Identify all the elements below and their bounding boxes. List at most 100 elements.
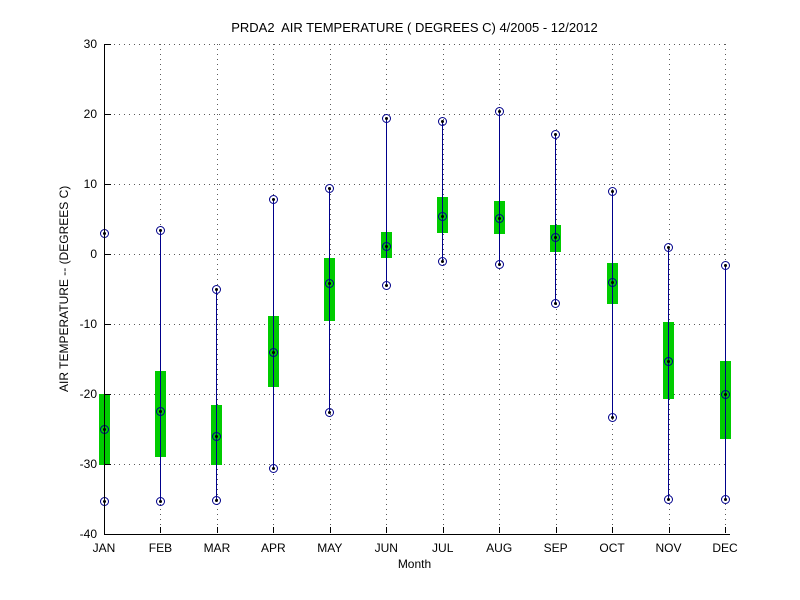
x-tick-label-JAN: JAN: [92, 541, 116, 555]
max-marker-dot-SEP: [554, 132, 558, 136]
x-tick-label-OCT: OCT: [599, 541, 625, 555]
x-tick-label-JUL: JUL: [432, 541, 454, 555]
min-marker-dot-SEP: [554, 301, 558, 305]
y-tick-20: [105, 114, 111, 115]
whisker-SEP: [555, 134, 557, 303]
max-marker-FEB: [155, 226, 165, 236]
min-marker-SEP: [551, 298, 561, 308]
y-tick-10: [105, 184, 111, 185]
max-marker-dot-FEB: [158, 229, 162, 233]
median-marker-dot-DEC: [723, 392, 727, 396]
whisker-OCT: [611, 191, 613, 418]
x-tick-label-MAR: MAR: [203, 541, 231, 555]
median-marker-FEB: [155, 407, 165, 416]
whisker-AUG: [498, 111, 500, 265]
max-marker-dot-OCT: [610, 190, 614, 194]
whisker-JUL: [442, 121, 444, 262]
median-marker-APR: [268, 348, 278, 358]
x-tick-label-SEP: SEP: [543, 541, 568, 555]
min-marker-dot-JUN: [384, 284, 388, 287]
min-marker-JUL: [438, 257, 448, 267]
max-marker-DEC: [720, 260, 730, 270]
y-tick-label--30: -30: [79, 457, 97, 471]
y-tick--20: [105, 394, 111, 395]
y-tick-30: [105, 44, 111, 45]
whisker-FEB: [159, 230, 161, 502]
min-marker-JUN: [381, 281, 391, 290]
max-marker-dot-JUN: [384, 116, 388, 120]
min-marker-MAR: [212, 495, 222, 505]
median-marker-SEP: [551, 233, 561, 243]
median-marker-dot-OCT: [610, 281, 614, 285]
x-tick-DEC: [725, 527, 726, 533]
x-tick-AUG: [499, 527, 501, 533]
x-tick-MAR: [216, 527, 218, 533]
x-tick-JUN: [386, 527, 388, 533]
x-tick-SEP: [555, 527, 557, 533]
x-tick-JUL: [442, 527, 444, 533]
gridline-h-10: [104, 184, 726, 185]
min-marker-AUG: [494, 260, 504, 269]
x-tick-FEB: [160, 527, 162, 533]
y-tick--10: [105, 324, 111, 325]
median-marker-AUG: [494, 213, 504, 223]
x-tick-APR: [273, 527, 275, 533]
y-tick-label-30: 30: [83, 37, 97, 51]
max-marker-NOV: [664, 243, 674, 253]
min-marker-FEB: [155, 496, 165, 506]
max-marker-JUL: [438, 117, 448, 127]
min-marker-dot-OCT: [610, 415, 614, 419]
whisker-MAY: [329, 188, 331, 413]
gridline-v-APR: [273, 44, 275, 534]
min-marker-APR: [268, 464, 278, 474]
y-tick-label-20: 20: [83, 107, 97, 121]
gridline-h-0: [104, 254, 726, 255]
median-marker-MAY: [325, 278, 335, 288]
whisker-APR: [272, 199, 274, 469]
gridline-v-AUG: [499, 44, 501, 534]
gridline-v-SEP: [555, 44, 557, 534]
x-tick-label-MAY: MAY: [317, 541, 343, 555]
chart-title: PRDA2 AIR TEMPERATURE ( DEGREES C) 4/200…: [231, 20, 598, 35]
median-marker-dot-MAY: [328, 281, 332, 285]
gridline-v-FEB: [160, 44, 162, 534]
x-axis-label: Month: [397, 557, 432, 571]
x-tick-NOV: [668, 527, 670, 533]
gridline-h--30: [104, 464, 726, 465]
min-marker-DEC: [720, 495, 730, 505]
max-marker-JUN: [381, 113, 391, 123]
x-axis-line: [104, 534, 730, 535]
max-marker-APR: [268, 194, 278, 204]
median-marker-OCT: [607, 278, 617, 288]
gridline-h-30: [104, 44, 726, 45]
max-marker-AUG: [494, 107, 504, 117]
gridline-v-JUL: [442, 44, 444, 534]
median-marker-dot-NOV: [667, 359, 671, 363]
x-tick-label-APR: APR: [261, 541, 286, 555]
y-tick-0: [105, 254, 111, 255]
y-axis-line: [104, 44, 105, 535]
min-marker-dot-MAY: [328, 410, 332, 414]
max-marker-dot-MAR: [215, 287, 219, 291]
max-marker-dot-DEC: [723, 263, 727, 267]
x-tick-label-NOV: NOV: [655, 541, 682, 555]
min-marker-dot-FEB: [158, 499, 162, 503]
median-marker-JUL: [438, 212, 448, 222]
whisker-DEC: [724, 265, 726, 500]
median-marker-dot-MAR: [215, 434, 219, 438]
median-marker-dot-AUG: [497, 216, 501, 220]
plot-area: [98, 44, 731, 535]
x-tick-label-FEB: FEB: [148, 541, 173, 555]
max-marker-dot-NOV: [667, 246, 671, 250]
gridline-h--10: [104, 324, 726, 325]
whisker-NOV: [668, 247, 670, 500]
min-marker-MAY: [325, 407, 335, 417]
median-marker-MAR: [212, 431, 222, 441]
median-marker-JUN: [381, 241, 391, 251]
min-marker-dot-AUG: [497, 263, 501, 266]
y-tick-label--40: -40: [79, 527, 97, 541]
x-tick-OCT: [612, 527, 614, 533]
median-marker-NOV: [664, 356, 674, 366]
min-marker-dot-NOV: [667, 498, 671, 502]
max-marker-MAY: [325, 183, 335, 193]
